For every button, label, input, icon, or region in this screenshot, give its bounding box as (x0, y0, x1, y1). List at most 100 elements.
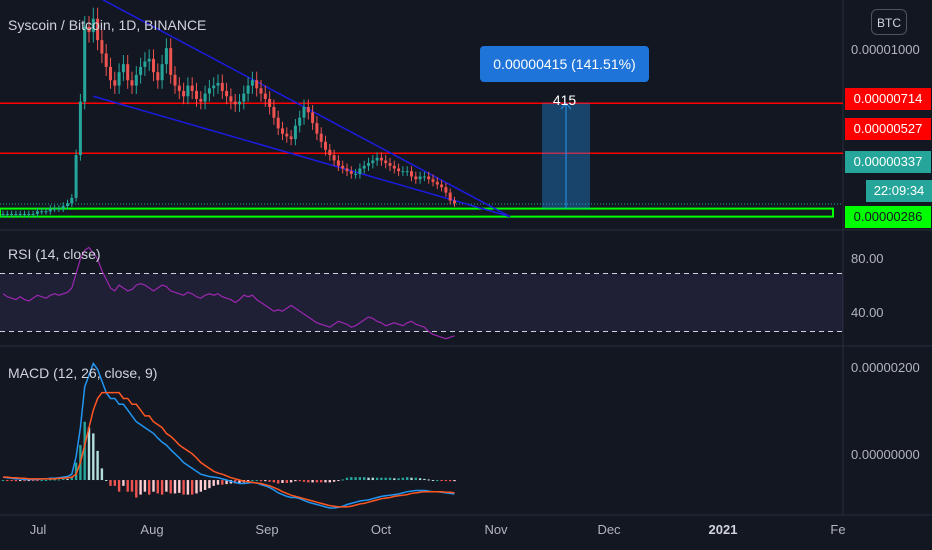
candle-body (392, 165, 396, 169)
candle-body (367, 163, 370, 166)
macd-histogram-bar (332, 480, 336, 482)
candle-body (139, 66, 143, 75)
macd-histogram-bar (27, 480, 30, 482)
candle-body (422, 176, 426, 178)
macd-histogram-bar (375, 477, 379, 481)
candle-body (143, 61, 147, 67)
candle-body (91, 18, 95, 33)
candle-body (440, 184, 444, 188)
macd-histogram-bar (436, 480, 439, 482)
macd-signal-line (3, 391, 455, 508)
macd-histogram-bar (36, 480, 39, 482)
macd-histogram-bar (406, 477, 409, 481)
candle-body (319, 133, 323, 142)
candle-body (57, 208, 61, 210)
candle-body (272, 106, 276, 118)
candle-body (379, 157, 383, 161)
macd-histogram-bar (350, 477, 353, 481)
candle-body (328, 149, 332, 156)
candle-body (388, 163, 392, 166)
macd-histogram-bar (367, 477, 370, 481)
macd-histogram-bar (315, 480, 319, 483)
macd-histogram-bar (53, 479, 56, 481)
candle-body (311, 112, 315, 124)
candle-body (397, 168, 401, 172)
price-label-resistance-upper: 0.00000714 (845, 88, 931, 110)
candle-body (74, 155, 78, 198)
candle-body (70, 197, 74, 204)
candle-body (371, 160, 375, 164)
price-axis-tick: 0.00001000 (851, 42, 920, 57)
macd-histogram-bar (311, 480, 314, 483)
macd-histogram-bar (246, 480, 250, 482)
macd-line (2, 361, 455, 509)
candle-body (225, 90, 229, 97)
candle-body (246, 85, 250, 94)
candle-body (427, 176, 431, 180)
rsi-axis-tick: 80.00 (851, 251, 884, 266)
candle-body (238, 101, 241, 105)
macd-histogram-bar (19, 480, 22, 482)
candle-body (173, 74, 177, 86)
macd-histogram-bar (152, 480, 155, 492)
currency-unit-badge[interactable]: BTC (871, 9, 907, 35)
macd-histogram-bar (431, 480, 435, 482)
macd-histogram-bar (66, 478, 69, 481)
countdown-label: 22:09:34 (866, 180, 932, 202)
candle-body (281, 128, 284, 134)
macd-histogram-bar (31, 480, 35, 482)
macd-histogram-bar (393, 478, 396, 481)
macd-histogram-bar (354, 477, 357, 481)
price-label-last: 0.00000337 (845, 151, 931, 173)
candle-body (164, 48, 168, 65)
candle-body (147, 58, 151, 62)
candle-body (1, 213, 5, 215)
candle-body (216, 82, 220, 86)
candle-body (220, 82, 224, 91)
candle-body (263, 93, 267, 99)
macd-histogram-bar (49, 479, 52, 481)
candle-body (298, 117, 302, 126)
macd-histogram-bar (289, 480, 293, 483)
macd-histogram-bar (216, 480, 220, 485)
candle-body (289, 136, 293, 140)
macd-histogram-bar (255, 480, 258, 482)
candle-body (186, 85, 190, 97)
macd-histogram-bar (74, 462, 78, 481)
candle-body (242, 93, 246, 102)
candle-body (203, 93, 207, 102)
candle-body (341, 165, 345, 169)
macd-histogram-bar (182, 480, 185, 495)
macd-histogram-bar (70, 477, 73, 481)
macd-histogram-bar (251, 480, 254, 482)
time-axis-tick: Aug (140, 522, 164, 537)
macd-histogram-bar (238, 480, 241, 484)
macd-histogram-bar (6, 480, 9, 482)
macd-histogram-bar (156, 480, 159, 494)
candle-body (195, 90, 198, 99)
candle-body (358, 168, 362, 174)
candle-body (152, 58, 155, 73)
candle-body (5, 213, 9, 215)
candle-body (109, 66, 112, 81)
candle-body (96, 18, 100, 41)
candle-body (31, 213, 35, 215)
candle-body (384, 160, 388, 164)
macd-histogram-bar (173, 480, 177, 494)
time-axis-tick: Dec (597, 522, 621, 537)
candle-body (121, 64, 125, 73)
candle-body (354, 173, 358, 175)
measure-arrow-head (560, 102, 572, 110)
macd-histogram-bar (414, 477, 417, 481)
macd-histogram-bar (14, 480, 18, 482)
candle-body (302, 106, 306, 118)
macd-histogram-bar (449, 480, 452, 482)
macd-histogram-bar (169, 480, 172, 494)
macd-histogram-bar (444, 480, 448, 482)
macd-histogram-bar (268, 480, 271, 482)
candle-body (27, 213, 31, 215)
candle-body (134, 74, 138, 86)
candle-body (453, 200, 456, 204)
macd-histogram-bar (307, 480, 310, 483)
